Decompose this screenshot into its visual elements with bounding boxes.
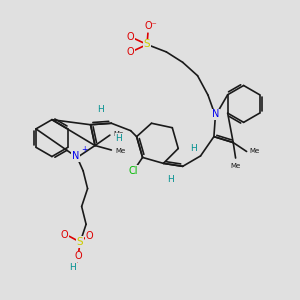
Text: Me: Me (113, 131, 124, 137)
Text: O: O (86, 231, 94, 241)
Text: Cl: Cl (129, 166, 138, 176)
Text: Me: Me (115, 148, 125, 154)
Text: S: S (77, 237, 83, 247)
Text: Me: Me (250, 148, 260, 154)
Text: H: H (69, 263, 76, 272)
Text: Me: Me (230, 164, 241, 169)
Text: O: O (75, 251, 82, 261)
Text: H: H (190, 144, 196, 153)
Text: O: O (61, 230, 68, 240)
Text: H: H (167, 175, 174, 184)
Text: S: S (144, 40, 150, 50)
Text: +: + (81, 145, 88, 154)
Text: O: O (127, 47, 134, 57)
Text: H: H (98, 105, 104, 114)
Text: O: O (127, 32, 134, 42)
Text: H: H (116, 134, 122, 142)
Text: N: N (212, 109, 220, 119)
Text: O⁻: O⁻ (145, 21, 157, 31)
Text: N: N (72, 151, 80, 161)
